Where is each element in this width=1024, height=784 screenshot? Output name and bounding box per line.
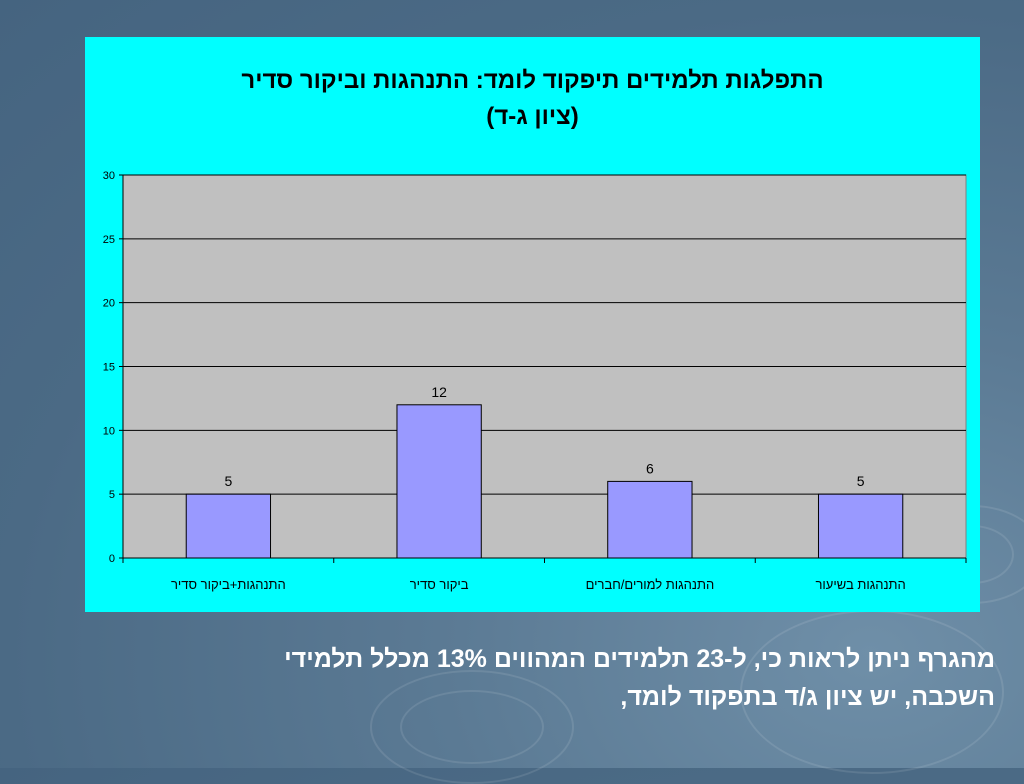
bar-chart: 0 5 10 15 20 25 30 5 התנהגות+ביקור סדיר 12 ביקור ס…	[103, 170, 967, 592]
y-tick-label: 5	[109, 489, 115, 501]
chart-panel: התפלגות תלמידים תיפקוד לומד: התנהגות ובי…	[85, 37, 980, 612]
x-tick-label: ביקור סדיר	[410, 577, 469, 592]
chart-title-line: התפלגות תלמידים תיפקוד לומד: התנהגות ובי…	[241, 67, 824, 94]
bar	[607, 480, 693, 559]
y-tick-label: 15	[103, 362, 115, 374]
bar	[817, 493, 904, 559]
y-tick-label: 20	[103, 298, 115, 310]
bar	[185, 493, 272, 559]
y-tick-label: 10	[103, 425, 115, 437]
caption-text: מהגרף ניתן לראות כי, ל-23 תלמידים המהווי…	[60, 640, 995, 716]
x-tick-label: התנהגות למורים/חברים	[586, 577, 715, 592]
chart-title: התפלגות תלמידים תיפקוד לומד: התנהגות ובי…	[85, 63, 980, 135]
bar	[396, 404, 482, 559]
y-tick-label: 30	[103, 170, 115, 182]
caption-line-1: מהגרף ניתן לראות כי, ל-23 תלמידים המהווי…	[284, 645, 995, 673]
chart-subtitle: (ציון ג-ד)	[486, 103, 579, 130]
x-tick-label: התנהגות בשיעור	[815, 577, 905, 592]
caption-line-2: השכבה, יש ציון ג/ד בתפקוד לומד,	[620, 683, 995, 711]
y-tick-label: 25	[103, 234, 115, 246]
y-tick-label: 0	[109, 553, 115, 565]
x-tick-label: התנהגות+ביקור סדיר	[171, 577, 286, 592]
data-label: 5	[857, 473, 865, 489]
data-label: 12	[431, 384, 447, 400]
data-label: 6	[646, 460, 654, 476]
data-label: 5	[224, 473, 232, 489]
